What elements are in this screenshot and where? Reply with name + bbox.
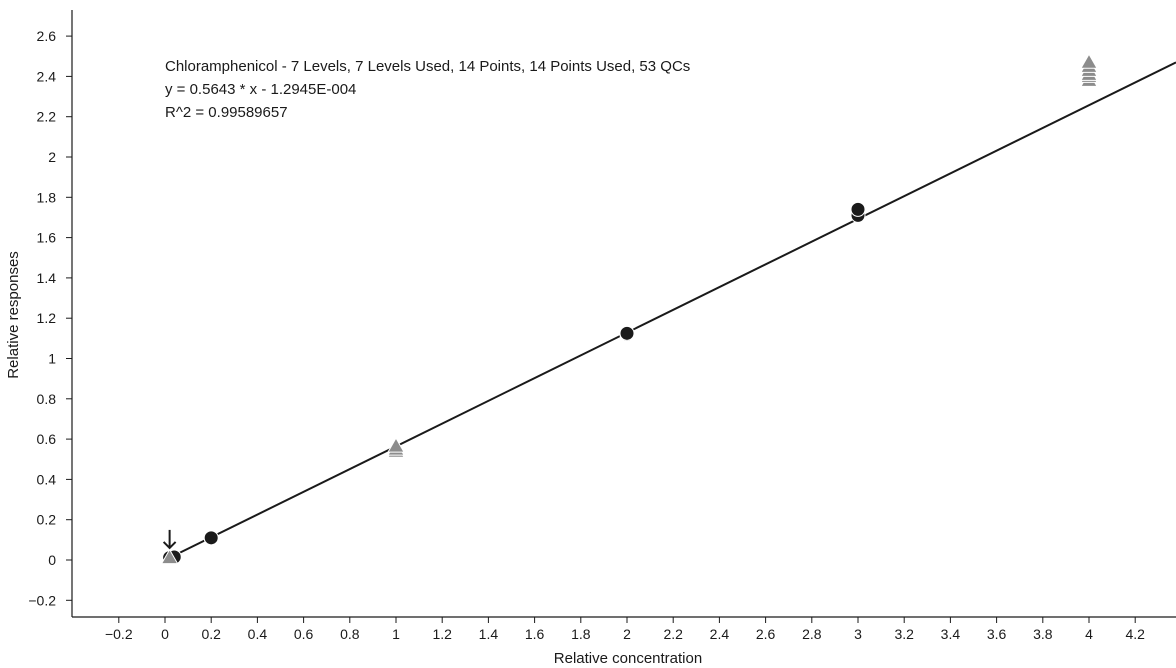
x-tick-label: 3 [854, 626, 862, 642]
x-tick-label: 1.4 [479, 626, 499, 642]
x-tick-label: 1.6 [525, 626, 545, 642]
y-tick-label: 0.2 [37, 512, 57, 528]
data-point-triangle [387, 437, 405, 453]
fit-line [164, 61, 1176, 561]
y-tick-label: 2 [48, 149, 56, 165]
x-axis-title: Relative concentration [554, 650, 702, 667]
x-tick-label: 2.2 [663, 626, 683, 642]
arrow-group [162, 529, 177, 550]
plot-frame [71, 10, 1176, 618]
y-tick-label: 1.8 [37, 189, 57, 205]
y-tick-label: 0.8 [37, 391, 57, 407]
annotation-r-squared: R^2 = 0.99589657 [165, 104, 288, 121]
x-tick-label: 0.4 [248, 626, 268, 642]
y-tick-label: 0 [48, 552, 56, 568]
data-point-circle [203, 530, 219, 546]
y-axis-title: Relative responses [5, 251, 22, 379]
x-tick-label: 2 [623, 626, 631, 642]
x-tick-label: 3.6 [987, 626, 1007, 642]
annotation-equation: y = 0.5643 * x - 1.2945E-004 [165, 81, 356, 98]
data-point-triangle [160, 548, 179, 565]
x-tick-label: 3.8 [1033, 626, 1053, 642]
x-tick-label: 1.2 [432, 626, 452, 642]
fit-line-group [164, 61, 1176, 561]
y-axis-ticks: −0.2 0 0.2 0.4 0.6 0.8 1 1.2 1.4 1.6 1.8 2 2.2 2.4 2.6 [28, 28, 72, 608]
x-tick-label: 1 [392, 626, 400, 642]
x-tick-label: 2.6 [756, 626, 776, 642]
y-tick-label: 1.4 [37, 270, 57, 286]
x-tick-label: 3.4 [941, 626, 961, 642]
y-tick-label: 1 [48, 351, 56, 367]
y-tick-label: 2.2 [37, 109, 57, 125]
x-tick-label: 2.8 [802, 626, 822, 642]
annotation-compound: Chloramphenicol - 7 Levels, 7 Levels Use… [165, 58, 690, 75]
y-tick-label: −0.2 [28, 592, 56, 608]
x-tick-label: 0.2 [201, 626, 221, 642]
y-tick-label: 1.2 [37, 310, 57, 326]
data-point-triangle [1080, 53, 1098, 69]
x-tick-label: 4.2 [1125, 626, 1145, 642]
y-tick-label: 0.6 [37, 431, 57, 447]
y-tick-label: 2.6 [37, 28, 57, 44]
data-points [160, 53, 1098, 566]
x-tick-label: 0.6 [294, 626, 314, 642]
x-tick-label: 2.4 [710, 626, 730, 642]
y-tick-label: 1.6 [37, 230, 57, 246]
data-point-circle [850, 201, 866, 217]
arrow-head [162, 541, 177, 550]
x-tick-label: 1.8 [571, 626, 591, 642]
x-axis-ticks: −0.2 0 0.2 0.4 0.6 0.8 1 1.2 1.4 1.6 1.8 2 2.2 2.4 2.6… [105, 617, 1145, 642]
x-tick-label: −0.2 [105, 626, 133, 642]
x-tick-label: 4 [1085, 626, 1093, 642]
y-tick-label: 0.4 [37, 471, 57, 487]
x-tick-label: 3.2 [894, 626, 914, 642]
x-tick-label: 0 [161, 626, 169, 642]
x-tick-label: 0.8 [340, 626, 360, 642]
data-point-circle [619, 325, 635, 341]
y-tick-label: 2.4 [37, 68, 57, 84]
